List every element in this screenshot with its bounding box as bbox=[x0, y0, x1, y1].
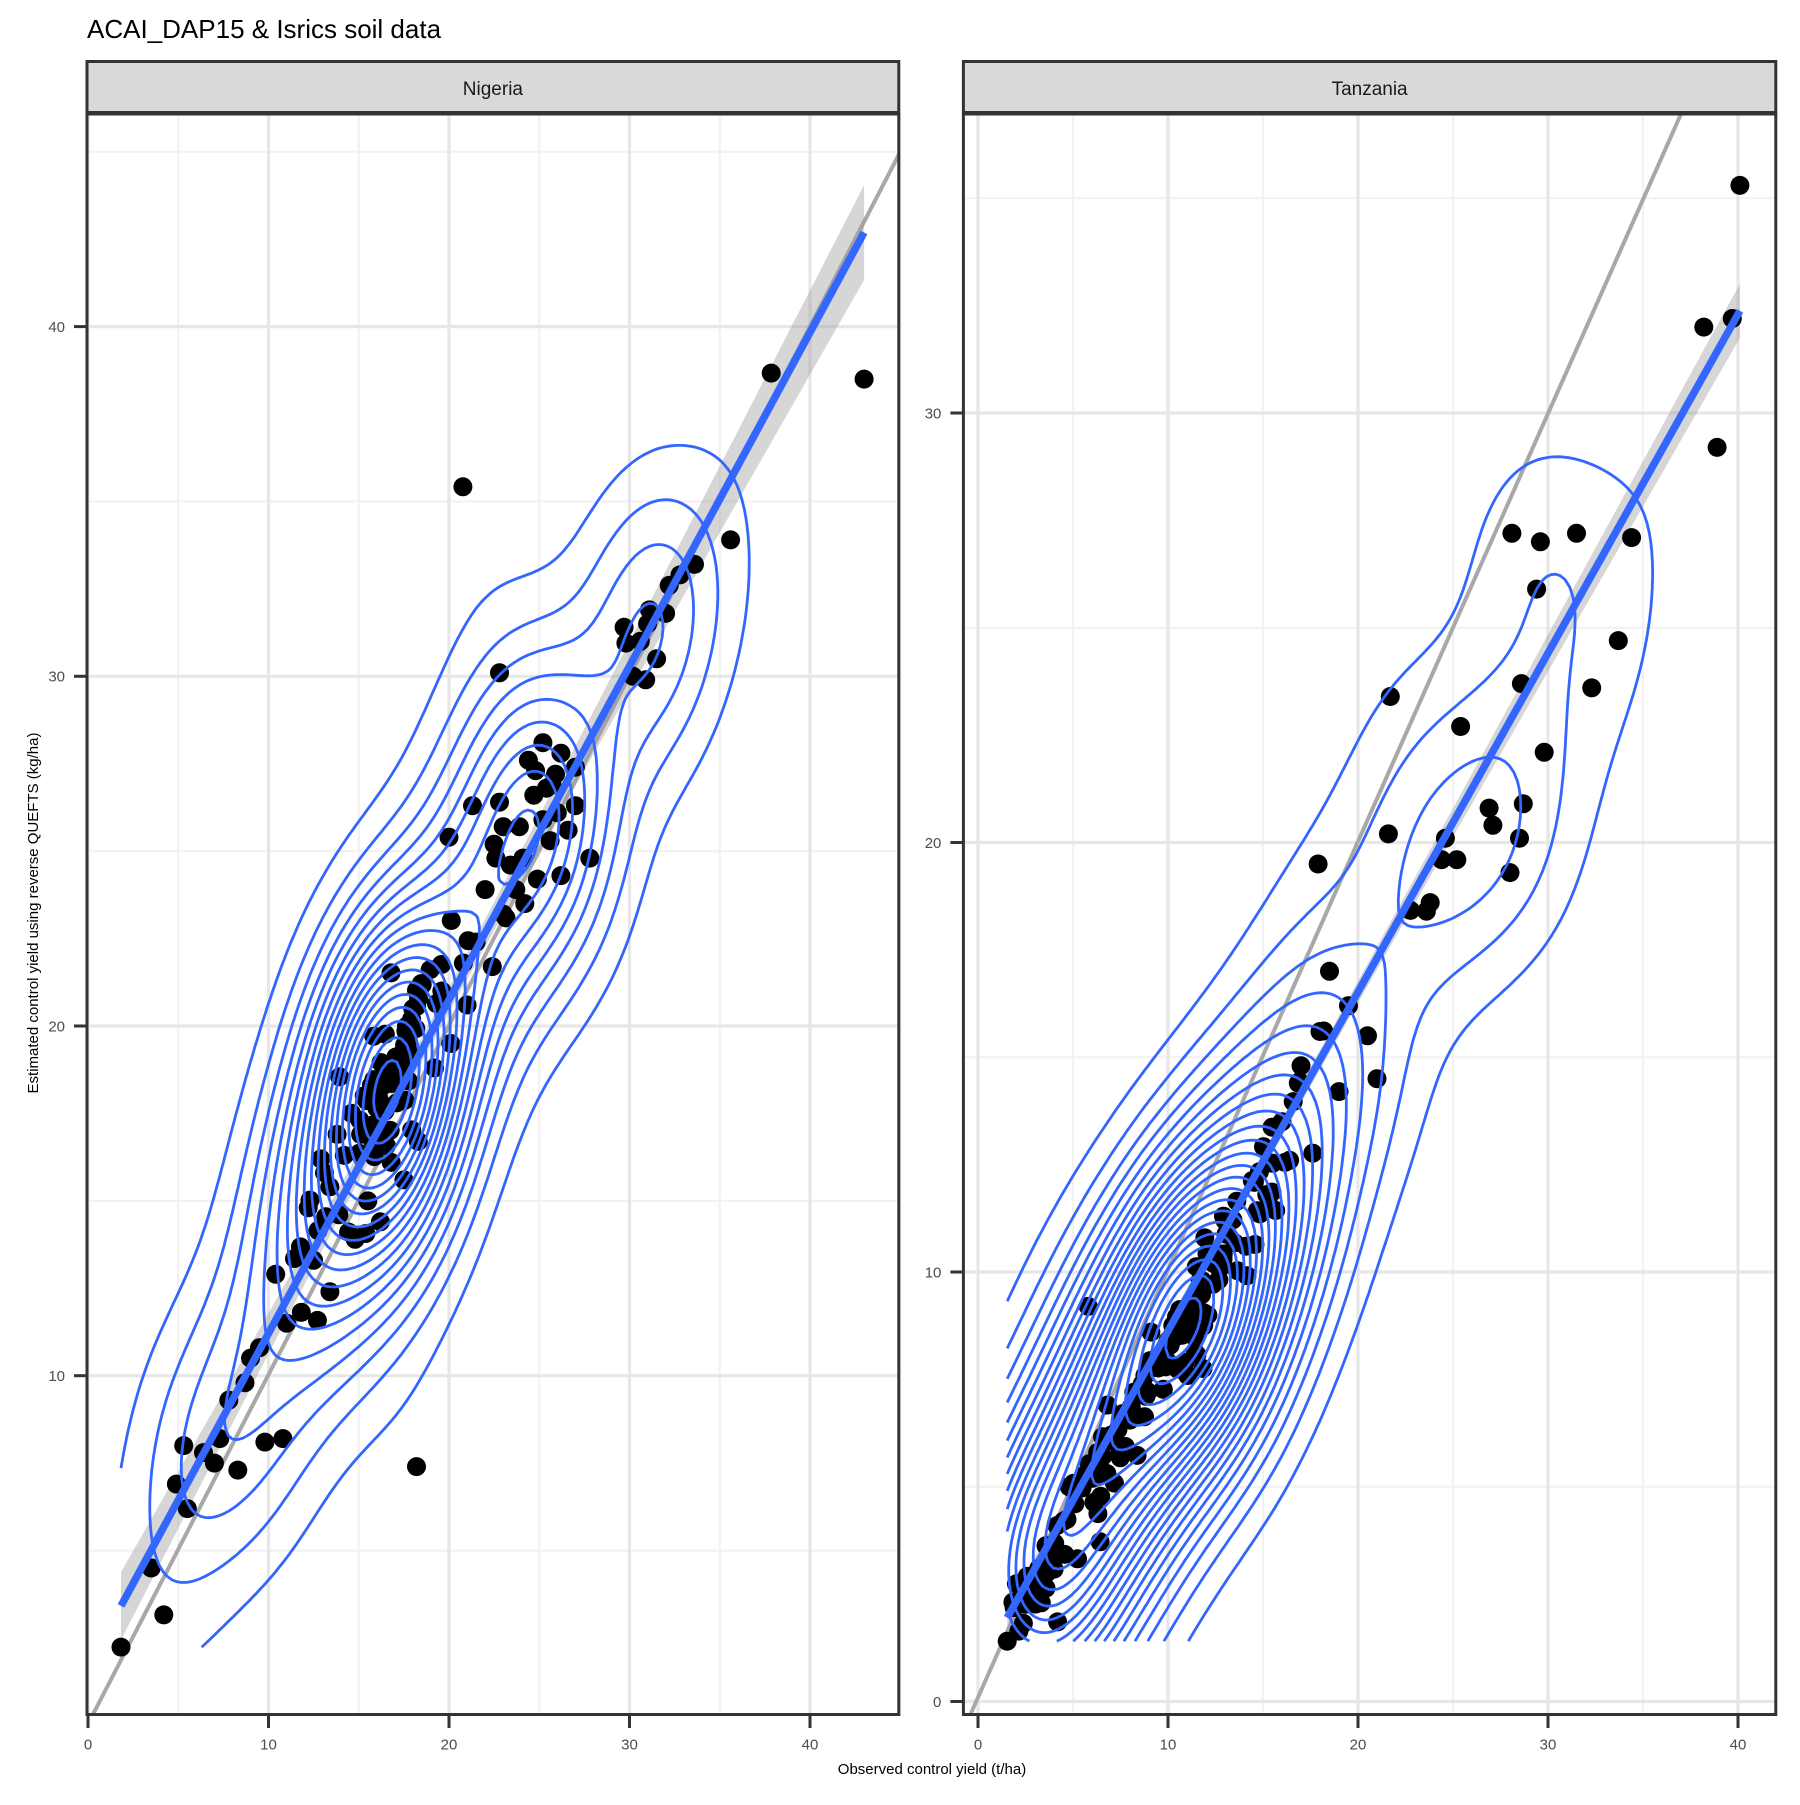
svg-text:0: 0 bbox=[933, 1694, 941, 1711]
svg-text:20: 20 bbox=[925, 835, 942, 852]
svg-text:40: 40 bbox=[802, 1737, 819, 1754]
svg-text:40: 40 bbox=[48, 319, 65, 336]
svg-text:20: 20 bbox=[1350, 1737, 1367, 1754]
svg-text:ACAI_DAP15 & Isrics soil data: ACAI_DAP15 & Isrics soil data bbox=[87, 14, 442, 44]
svg-text:40: 40 bbox=[1730, 1737, 1747, 1754]
svg-text:0: 0 bbox=[974, 1737, 982, 1754]
svg-text:Estimated control yield using: Estimated control yield using reverse QU… bbox=[25, 733, 42, 1094]
svg-text:0: 0 bbox=[84, 1737, 92, 1754]
svg-text:30: 30 bbox=[1540, 1737, 1557, 1754]
svg-text:20: 20 bbox=[48, 1018, 65, 1035]
svg-text:30: 30 bbox=[621, 1737, 638, 1754]
svg-text:30: 30 bbox=[48, 669, 65, 686]
svg-text:30: 30 bbox=[925, 405, 942, 422]
svg-text:Tanzania: Tanzania bbox=[1332, 79, 1408, 100]
svg-text:10: 10 bbox=[1160, 1737, 1177, 1754]
svg-text:10: 10 bbox=[260, 1737, 277, 1754]
svg-text:Nigeria: Nigeria bbox=[463, 79, 524, 100]
svg-text:Observed control yield (t/ha): Observed control yield (t/ha) bbox=[838, 1761, 1026, 1778]
svg-text:10: 10 bbox=[48, 1368, 65, 1385]
svg-text:20: 20 bbox=[441, 1737, 458, 1754]
svg-text:10: 10 bbox=[925, 1264, 942, 1281]
